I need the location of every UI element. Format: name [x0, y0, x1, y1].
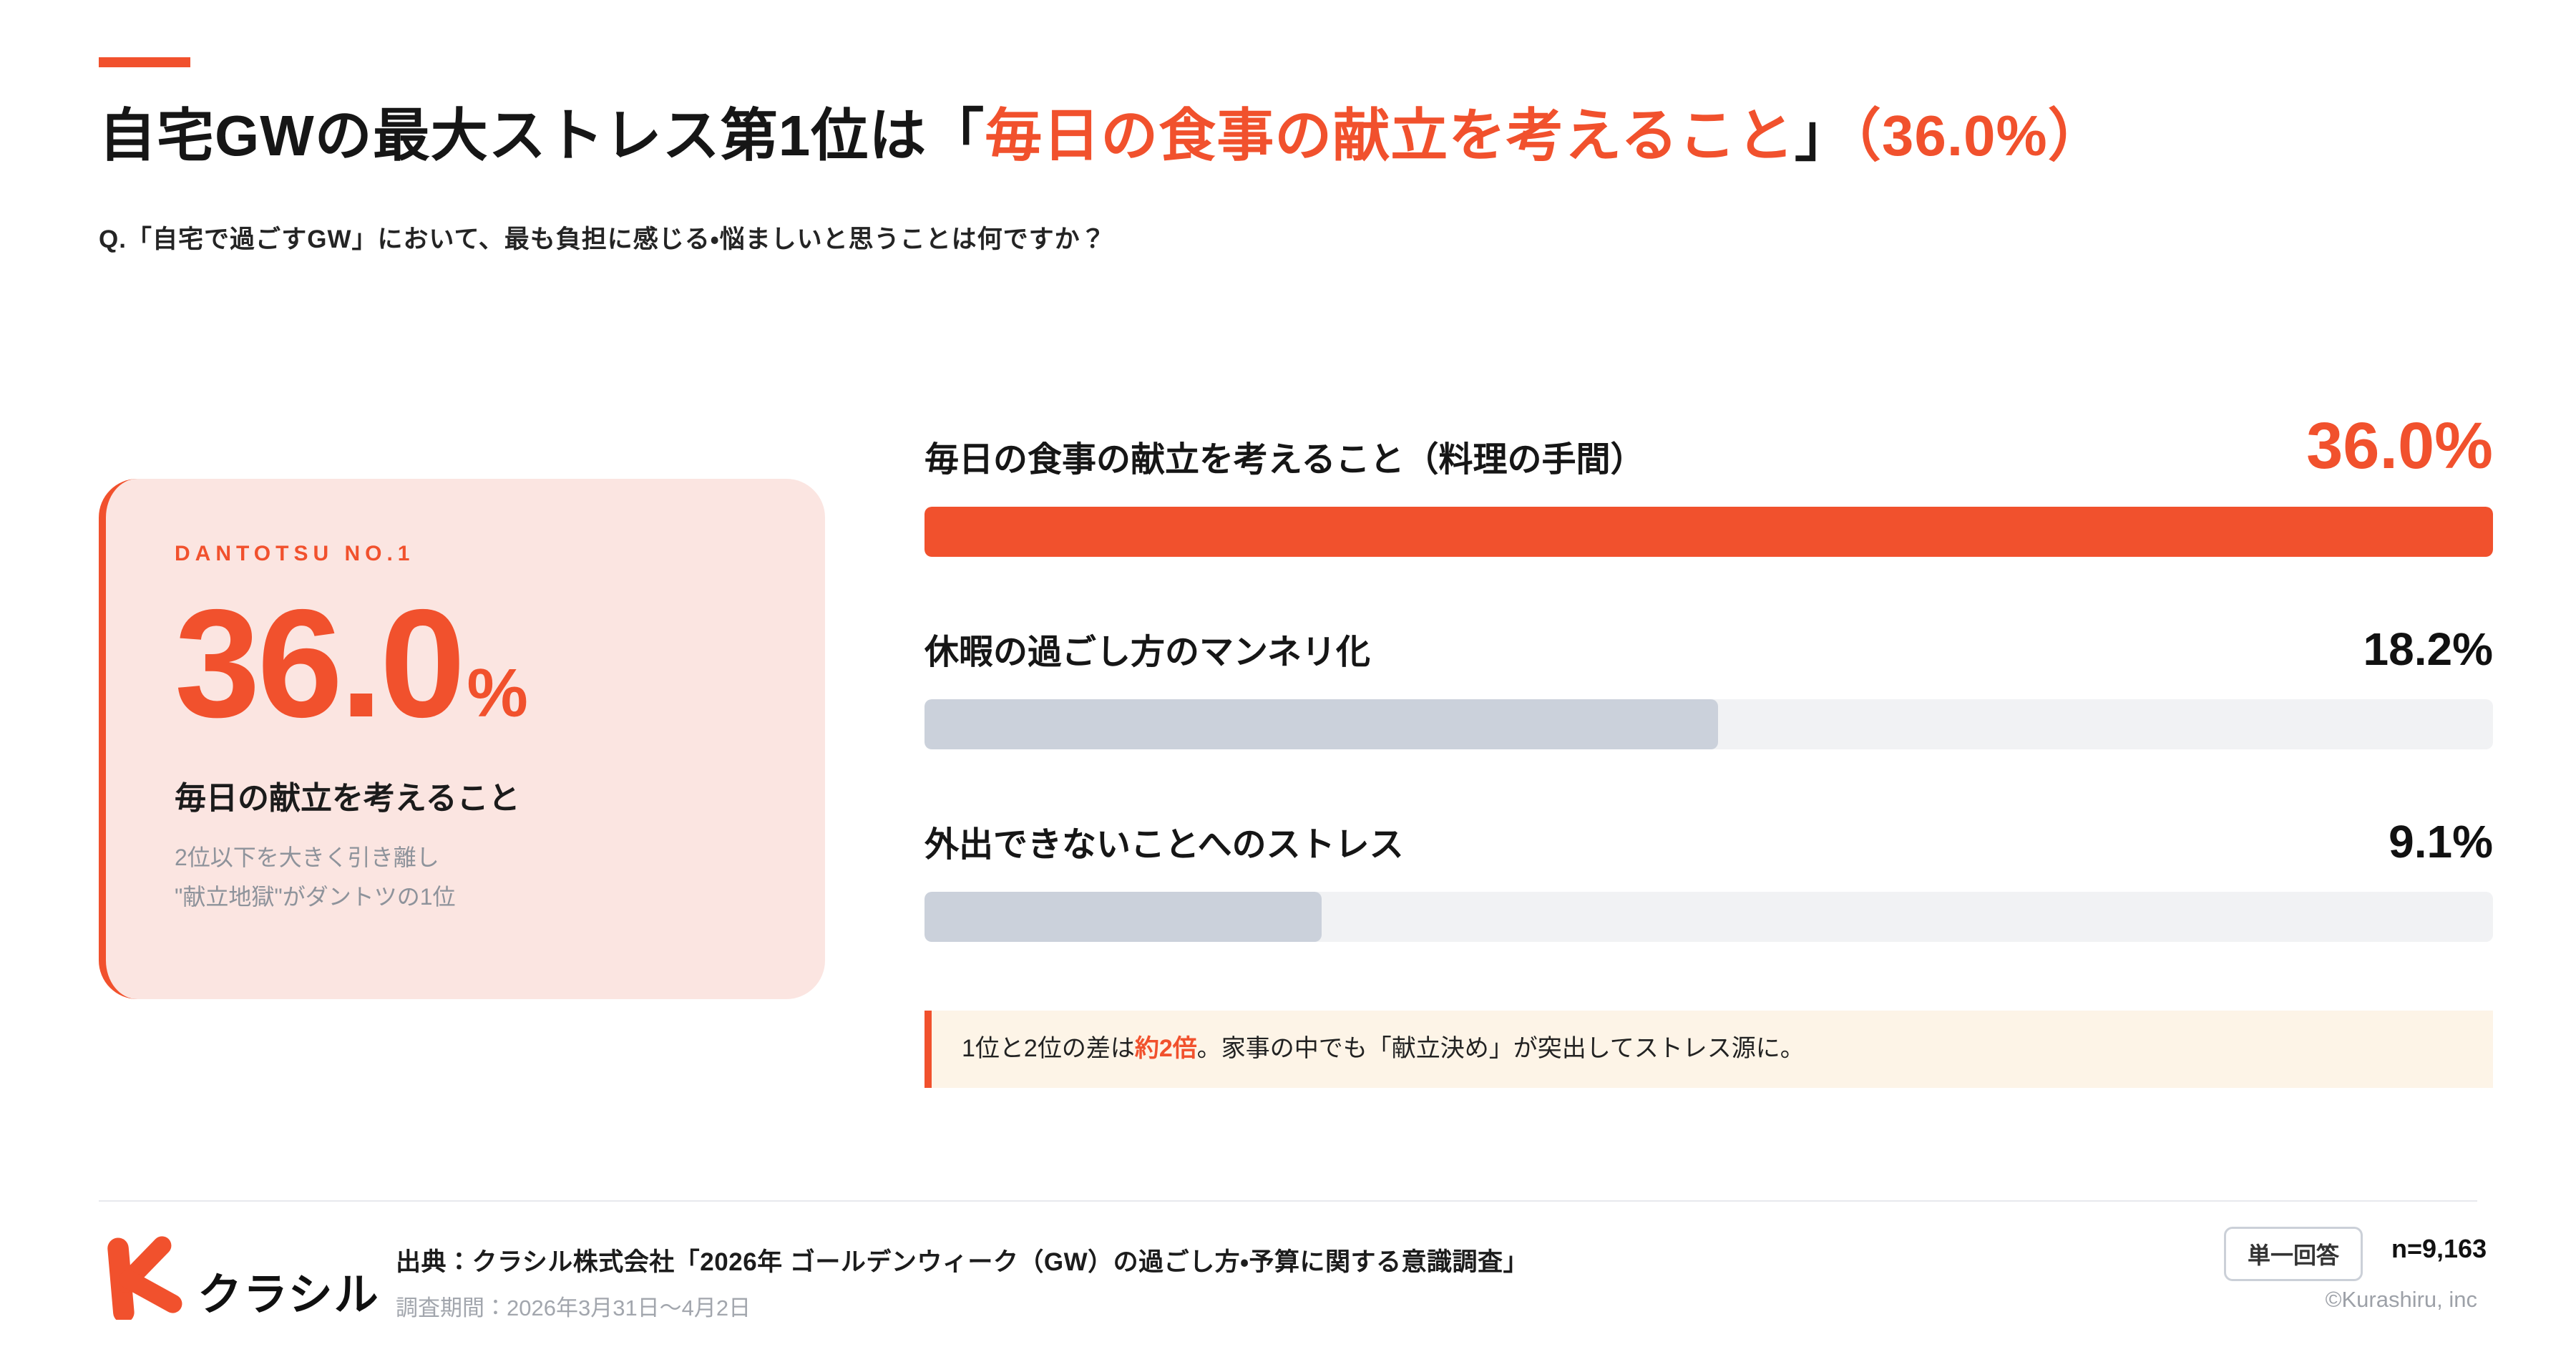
insight-note: 1位と2位の差は約2倍。家事の中でも「献立決め」が突出してストレス源に。 [924, 1010, 2493, 1088]
eyebrow-label: DANTOTSU NO.1 [175, 542, 415, 565]
chart-row: 外出できないことへのストレス 9.1% [924, 815, 2493, 942]
sample-size: n=9,163 [2391, 1234, 2487, 1263]
card-subtext-line1: 2位以下を大きく引き離し [175, 845, 439, 871]
title-segment-highlight: （36.0%） [1852, 104, 2106, 167]
note-segment: 。家事の中でも「献立決め」が突出してストレス源に。 [1196, 1035, 1805, 1063]
dantotsu-highlight-card: DANTOTSU NO.1 36.0% 毎日の献立を考えること 2位以下を大きく… [99, 479, 825, 999]
bar-value: 36.0% [2306, 409, 2493, 482]
brand-name: クラシル [197, 1270, 380, 1320]
bar-track [924, 506, 2493, 557]
bar-label: 外出できないことへのストレス [924, 826, 1404, 865]
bar-fill [924, 891, 1322, 942]
big-percentage-unit: % [467, 655, 528, 731]
bar-label: 休暇の過ごし方のマンネリ化 [924, 633, 1371, 672]
header: 自宅GWの最大ストレス第1位は「毎日の食事の献立を考えること」（36.0%） Q… [99, 57, 2477, 256]
copyright-text: ©Kurashiru, inc [2325, 1287, 2477, 1312]
kurashiru-logo-icon [107, 1236, 182, 1320]
big-percentage: 36.0% [175, 586, 768, 740]
footer-divider [99, 1200, 2477, 1202]
card-headline: 毎日の献立を考えること [175, 781, 520, 817]
title-accent-bar [99, 57, 190, 67]
bar-label: 毎日の食事の献立を考えること（料理の手間） [924, 441, 1645, 479]
card-subtext: 2位以下を大きく引き離し "献立地獄"がダントツの1位 [175, 838, 768, 916]
title-segment: 自宅GWの最大ストレス第1位は「 [99, 104, 985, 167]
note-segment: 1位と2位の差は [962, 1035, 1135, 1063]
title-segment: 」 [1794, 104, 1853, 167]
bar-track [924, 891, 2493, 942]
bar-chart: 毎日の食事の献立を考えること（料理の手間） 36.0% 休暇の過ごし方のマンネリ… [924, 412, 2493, 1088]
bar-track [924, 699, 2493, 749]
source-text: 出典：クラシル株式会社「2026年 ゴールデンウィーク（GW）の過ごし方・予算に… [396, 1248, 1529, 1276]
bar-fill [924, 699, 1719, 749]
answer-type-badge: 単一回答 [2224, 1227, 2363, 1281]
insight-note-text: 1位と2位の差は約2倍。家事の中でも「献立決め」が突出してストレス源に。 [962, 1031, 1805, 1067]
chart-row: 毎日の食事の献立を考えること（料理の手間） 36.0% [924, 412, 2493, 557]
note-segment-highlight: 約2倍 [1134, 1035, 1197, 1063]
chart-row-head: 毎日の食事の献立を考えること（料理の手間） 36.0% [924, 412, 2493, 481]
chart-row-head: 休暇の過ごし方のマンネリ化 18.2% [924, 623, 2493, 675]
title-segment-highlight: 毎日の食事の献立を考えること [985, 104, 1795, 167]
chart-row: 休暇の過ごし方のマンネリ化 18.2% [924, 623, 2493, 749]
chart-row-head: 外出できないことへのストレス 9.1% [924, 815, 2493, 867]
page-title: 自宅GWの最大ストレス第1位は「毎日の食事の献立を考えること」（36.0%） [99, 100, 2477, 172]
bar-fill [924, 506, 2493, 557]
survey-period: 調査期間：2026年3月31日〜4月2日 [396, 1295, 751, 1320]
survey-question: Q.「自宅で過ごすGW」において、最も負担に感じる・悩ましいと思うことは何ですか… [99, 225, 1106, 253]
bar-value: 18.2% [2363, 623, 2493, 675]
card-subtext-line2: "献立地獄"がダントツの1位 [175, 883, 456, 910]
bar-value: 9.1% [2389, 815, 2493, 867]
big-percentage-number: 36.0 [175, 577, 465, 749]
